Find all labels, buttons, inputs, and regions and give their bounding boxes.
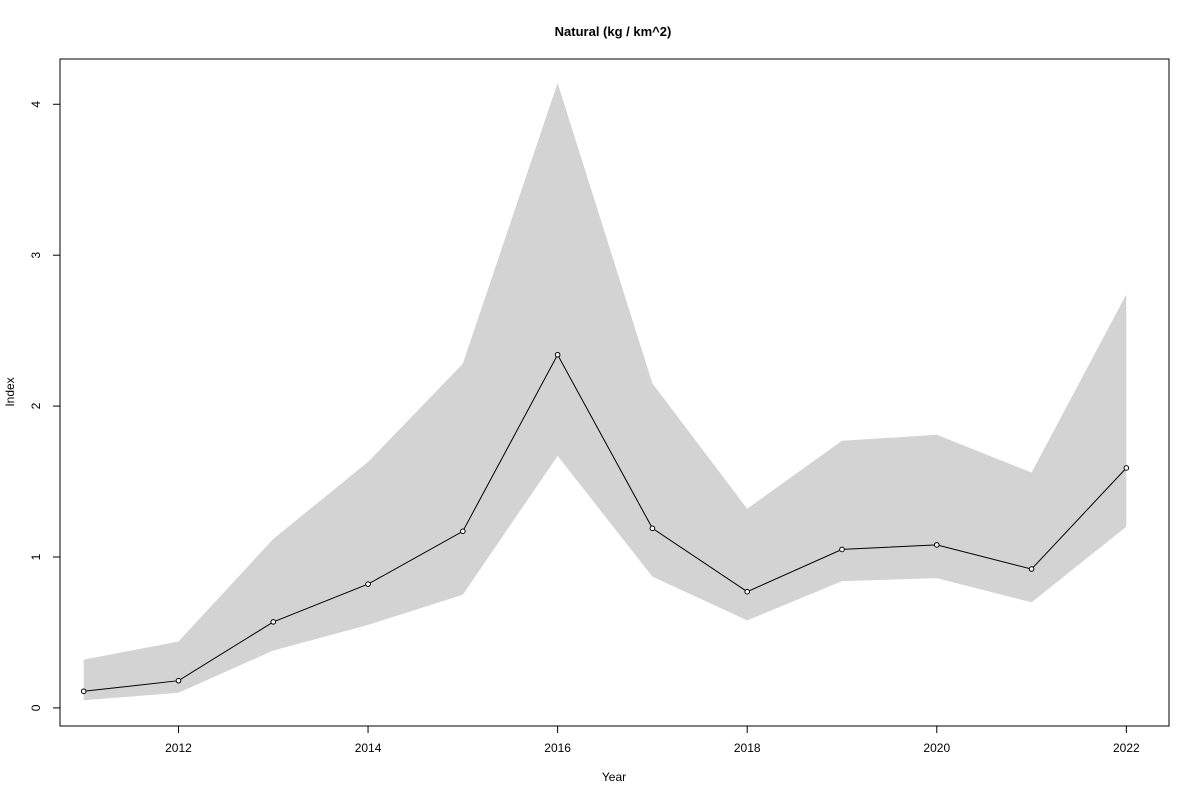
- confidence-band-layer: [83, 83, 1127, 701]
- data-point: [460, 528, 466, 535]
- data-point: [80, 688, 87, 695]
- data-point: [365, 581, 371, 587]
- data-point: [270, 619, 277, 625]
- data-point: [933, 542, 940, 548]
- x-tick-label: 2014: [355, 741, 382, 755]
- y-tick-label: 4: [29, 101, 43, 108]
- data-point-layer: [80, 351, 1130, 695]
- series-line: [83, 353, 1127, 692]
- data-point: [554, 351, 561, 358]
- chart-title: Natural (kg / km^2): [555, 24, 672, 39]
- x-axis: 2012 2014 2016 2018 2020 2022: [165, 726, 1140, 755]
- plot-frame: [59, 58, 1170, 727]
- x-tick-label: 2020: [923, 741, 950, 755]
- data-point: [1123, 465, 1130, 471]
- x-tick-label: 2016: [544, 741, 571, 755]
- confidence-band: [83, 83, 1127, 701]
- data-point: [744, 588, 751, 595]
- y-tick-label: 0: [29, 704, 43, 711]
- x-tick-label: 2022: [1113, 741, 1140, 755]
- data-point: [839, 546, 845, 553]
- data-point: [175, 677, 182, 684]
- series-line-layer: [83, 353, 1127, 692]
- y-tick-label: 1: [29, 553, 43, 560]
- y-axis: 0 1 2 3 4: [29, 101, 60, 711]
- x-axis-label: Year: [602, 770, 626, 784]
- y-tick-label: 3: [29, 252, 43, 259]
- y-axis-label: Index: [3, 377, 17, 406]
- data-point: [1028, 566, 1035, 572]
- data-point: [649, 525, 656, 532]
- x-tick-label: 2018: [734, 741, 761, 755]
- x-tick-label: 2012: [165, 741, 192, 755]
- y-tick-label: 2: [29, 402, 43, 409]
